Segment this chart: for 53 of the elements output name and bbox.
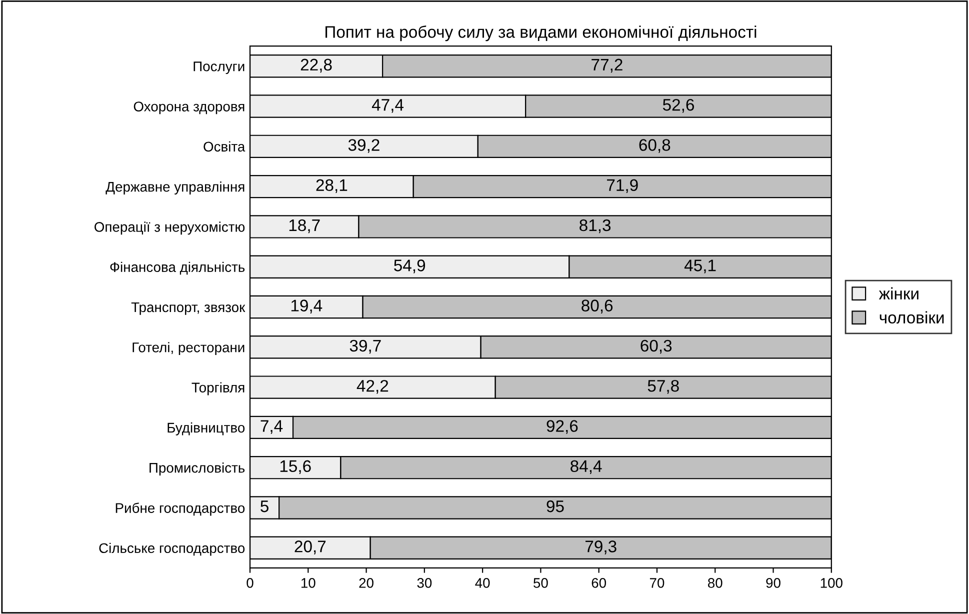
data-label: 39,2 (348, 139, 380, 153)
x-tick-label: 40 (475, 578, 490, 588)
x-tick-label: 50 (534, 578, 548, 588)
data-label: 79,3 (586, 540, 616, 554)
data-label: 60,3 (640, 340, 672, 354)
y-tick-label: Охорона здоровя (134, 102, 244, 114)
data-label: 57,8 (648, 380, 679, 394)
data-label: 77,2 (592, 58, 622, 73)
x-tick-label: 30 (417, 578, 432, 588)
x-tick-label: 70 (650, 578, 664, 588)
y-tick-label: Промисловість (150, 462, 245, 476)
data-label: 84,4 (570, 460, 602, 474)
x-tick-label: 80 (708, 578, 722, 588)
x-tick-label: 60 (592, 578, 606, 588)
y-tick-label: Рибне господарство (116, 502, 245, 516)
data-label: 60,8 (639, 139, 670, 153)
data-label: 42,2 (356, 380, 388, 394)
y-tick-label: Фінансова діяльність (110, 262, 245, 275)
x-tick-label: 100 (820, 578, 842, 588)
data-label: 5 (260, 500, 268, 512)
legend-label: чоловіки (880, 311, 944, 324)
data-label: 18,7 (289, 219, 320, 234)
x-tick-label: 0 (246, 578, 254, 588)
y-tick-label: Будівництво (168, 422, 245, 436)
y-tick-label: Освіта (204, 141, 246, 152)
chart-title: Попит на робочу силу за видами економічної діяльності (326, 25, 756, 42)
x-tick-label: 90 (766, 578, 780, 588)
data-label: 39,7 (350, 340, 381, 354)
x-tick-label: 20 (359, 578, 374, 588)
data-label: 28,1 (316, 179, 348, 194)
data-label: 7,4 (260, 420, 283, 434)
y-tick-label: Торгівля (192, 382, 244, 396)
data-label: 52,6 (662, 98, 694, 113)
x-tick-label: 10 (301, 578, 316, 588)
data-label: 80,6 (582, 300, 613, 314)
data-label: 22,8 (300, 58, 332, 73)
y-tick-label: Державне управління (106, 182, 244, 194)
legend-label: жінки (878, 287, 918, 300)
data-label: 19,4 (291, 300, 322, 314)
data-label: 15,6 (280, 460, 311, 474)
data-label: 20,7 (294, 540, 326, 554)
data-label: 47,4 (372, 99, 404, 113)
y-tick-label: Сільське господарство (99, 542, 245, 556)
data-label: 54,9 (394, 260, 426, 274)
data-label: 45,1 (684, 260, 716, 274)
y-tick-label: Послуги (194, 62, 244, 74)
data-label: 95 (546, 500, 564, 512)
y-tick-label: Готелі, ресторани (132, 342, 244, 356)
y-tick-label: Операції з нерухомістю (94, 222, 245, 235)
data-label: 92,6 (546, 420, 578, 434)
data-label: 81,3 (580, 219, 611, 234)
data-label: 71,9 (607, 179, 638, 194)
y-tick-label: Транспорт, звязок (131, 302, 246, 315)
